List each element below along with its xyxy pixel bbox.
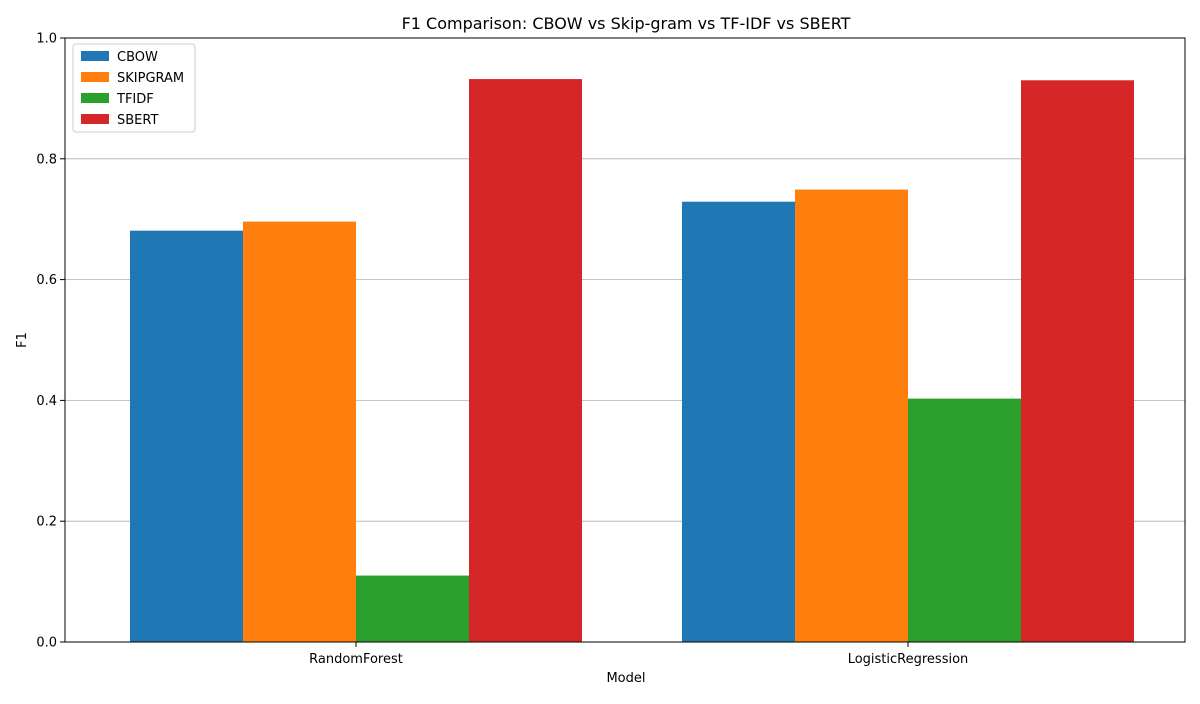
y-axis-label: F1	[15, 332, 30, 348]
y-tick-label: 0.8	[36, 152, 57, 167]
y-tick-label: 1.0	[36, 32, 57, 47]
bar-sbert-logisticregression	[1021, 80, 1134, 642]
legend-label: TFIDF	[116, 92, 154, 107]
x-axis-label: Model	[606, 671, 645, 686]
chart-title: F1 Comparison: CBOW vs Skip-gram vs TF-I…	[402, 14, 851, 33]
bar-tfidf-logisticregression	[908, 398, 1021, 642]
y-tick-label: 0.6	[36, 273, 57, 288]
x-axis-ticks: RandomForest LogisticRegression	[309, 642, 968, 667]
legend-swatch	[81, 93, 109, 103]
bar-skipgram-randomforest	[243, 221, 356, 642]
plot-frame	[64, 37, 1186, 643]
legend-box	[72, 43, 196, 133]
legend-label: SKIPGRAM	[117, 71, 184, 86]
legend-swatch	[81, 114, 109, 124]
legend: CBOW SKIPGRAM TFIDF SBERT	[72, 43, 196, 133]
bar-cbow-logisticregression	[682, 201, 795, 642]
bar-skipgram-logisticregression	[795, 189, 908, 642]
bar-sbert-randomforest	[469, 79, 582, 642]
legend-label: CBOW	[117, 50, 158, 65]
y-axis-ticks: 0.0 0.2 0.4 0.6 0.8 1.0	[36, 32, 65, 651]
y-tick-label: 0.0	[36, 636, 57, 651]
legend-swatch	[81, 51, 109, 61]
legend-swatch	[81, 72, 109, 82]
bar-tfidf-randomforest	[356, 575, 469, 642]
bars	[130, 79, 1134, 642]
bar-cbow-randomforest	[130, 230, 243, 642]
y-tick-label: 0.2	[36, 515, 57, 530]
y-tick-label: 0.4	[36, 394, 57, 409]
x-tick-label: RandomForest	[309, 652, 403, 667]
legend-label: SBERT	[117, 113, 158, 128]
x-tick-label: LogisticRegression	[848, 652, 969, 667]
